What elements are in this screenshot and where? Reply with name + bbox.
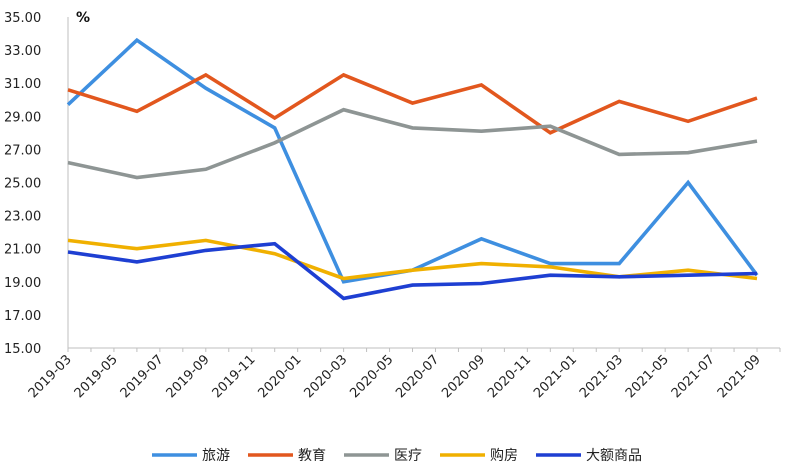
y-tick-label: 33.00 xyxy=(4,44,41,59)
legend-label: 购房 xyxy=(490,448,518,464)
y-tick-label: 15.00 xyxy=(4,342,41,357)
x-tick-label: 2019-03 xyxy=(26,352,75,401)
y-tick-label: 19.00 xyxy=(4,276,41,291)
legend-label: 教育 xyxy=(298,448,326,464)
y-tick-label: 21.00 xyxy=(4,243,41,258)
x-tick-label: 2021-09 xyxy=(715,352,764,401)
legend: 旅游 教育 医疗 购房 大额商品 xyxy=(152,448,642,464)
x-tick-label: 2021-03 xyxy=(577,352,626,401)
x-tick-label: 2019-09 xyxy=(164,352,213,401)
x-tick-label: 2020-05 xyxy=(347,352,396,401)
axes: 15.00 17.00 19.00 21.00 23.00 25.00 27.00 29.00… xyxy=(4,11,781,401)
x-tick-label: 2020-01 xyxy=(255,352,304,401)
legend-label: 医疗 xyxy=(394,448,422,464)
x-tick-label: 2019-05 xyxy=(72,352,121,401)
x-tick-label: 2021-07 xyxy=(669,352,718,401)
series-line-3 xyxy=(67,107,758,180)
series-line-2 xyxy=(67,72,758,135)
series-lines xyxy=(66,37,759,301)
y-tick-label: 25.00 xyxy=(4,177,41,192)
x-tick-label: 2021-01 xyxy=(531,352,580,401)
x-tick-label: 2020-03 xyxy=(301,352,350,401)
x-tick-label: 2019-07 xyxy=(118,352,167,401)
series-line-5 xyxy=(67,241,758,301)
y-tick-label: 23.00 xyxy=(4,210,41,225)
y-tick-label: 29.00 xyxy=(4,110,41,125)
legend-label: 旅游 xyxy=(202,448,230,464)
y-tick-label: 31.00 xyxy=(4,77,41,92)
unit-label: % xyxy=(76,10,90,26)
y-tick-label: 17.00 xyxy=(4,309,41,324)
x-tick-label: 2020-09 xyxy=(439,352,488,401)
y-tick-label: 27.00 xyxy=(4,143,41,158)
legend-label: 大额商品 xyxy=(586,448,642,464)
x-tick-label: 2020-11 xyxy=(485,352,534,401)
x-tick-label: 2019-11 xyxy=(210,352,259,401)
x-tick-label: 2021-05 xyxy=(623,352,672,401)
series-line-4 xyxy=(67,238,758,281)
x-tick-label: 2020-07 xyxy=(393,352,442,401)
y-tick-label: 35.00 xyxy=(4,11,41,26)
